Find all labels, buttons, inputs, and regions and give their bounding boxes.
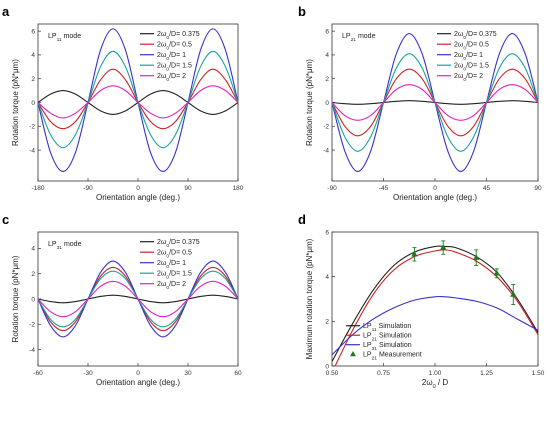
x-tick-label: 90 xyxy=(184,185,192,192)
y-tick-label: 6 xyxy=(325,229,329,236)
x-tick-label: 1.00 xyxy=(429,370,442,377)
series-line xyxy=(38,68,238,130)
x-tick-label: 30 xyxy=(184,370,192,377)
x-tick-label: 0 xyxy=(433,185,437,192)
measurement-point xyxy=(510,291,517,297)
legend-label: 2ω0/D= 2 xyxy=(157,281,186,291)
mode-label: LP21 mode xyxy=(342,33,376,43)
y-tick-label: 0 xyxy=(325,100,329,107)
series-line xyxy=(38,50,238,149)
y-axis-label: Rotation torque (pN*μm) xyxy=(11,59,20,146)
y-tick-label: 0 xyxy=(325,363,329,370)
panel-d: d 0.50 0.75 1.00 1.25 1.50 0 2 4 6 2ω0 / D Maximum … xyxy=(298,212,545,390)
x-tick-label: 1.50 xyxy=(532,370,545,377)
x-tick-label: 0 xyxy=(136,370,140,377)
x-axis-label: Orientation angle (deg.) xyxy=(96,193,180,202)
y-tick-label: 4 xyxy=(325,274,329,281)
x-axis-label: Orientation angle (deg.) xyxy=(96,378,180,387)
y-tick-label: 2 xyxy=(31,76,35,83)
legend-swatch xyxy=(350,351,356,357)
legend-label: 2ω0/D= 1.5 xyxy=(157,63,192,73)
series-line xyxy=(38,85,238,119)
x-tick-label: 1.25 xyxy=(480,370,493,377)
series-line xyxy=(38,28,238,173)
panel-letter: c xyxy=(2,212,9,227)
measurement-point xyxy=(473,254,480,260)
y-axis-label: Rotation torque (pN*μm) xyxy=(11,255,20,342)
y-axis-label: Rotation torque (pN*μm) xyxy=(305,59,314,146)
panel-letter: d xyxy=(298,212,306,227)
y-tick-label: 4 xyxy=(325,52,329,59)
x-tick-label: 0 xyxy=(136,185,140,192)
panel-letter: b xyxy=(298,4,306,19)
y-tick-label: 4 xyxy=(31,246,35,253)
y-tick-label: -4 xyxy=(29,147,35,154)
x-tick-label: 0.75 xyxy=(377,370,390,377)
series-line xyxy=(334,249,538,366)
x-tick-label: 45 xyxy=(483,185,491,192)
y-tick-label: -2 xyxy=(29,124,35,131)
legend-label: 2ω0/D= 0.375 xyxy=(454,31,497,41)
x-tick-label: -45 xyxy=(379,185,389,192)
legend-label: 2ω0/D= 0.5 xyxy=(157,250,192,260)
legend-label: 2ω0/D= 0.375 xyxy=(157,31,200,41)
series-group xyxy=(38,260,238,338)
series-line xyxy=(332,84,538,121)
panel-b: b -90 -45 0 45 90 -4 -2 0 2 4 6 Orientation angle (d… xyxy=(298,4,542,202)
series-line xyxy=(332,295,538,356)
mode-label: LP31 mode xyxy=(48,241,82,251)
y-tick-label: -2 xyxy=(29,322,35,329)
series-line xyxy=(38,280,238,318)
legend-label: 2ω0/D= 0.5 xyxy=(157,42,192,52)
y-tick-label: 2 xyxy=(31,271,35,278)
y-tick-label: 0 xyxy=(31,296,35,303)
y-tick-label: 6 xyxy=(325,28,329,35)
x-tick-label: -180 xyxy=(31,185,44,192)
legend-label: 2ω0/D= 0.5 xyxy=(454,42,489,52)
legend-label: LP31 Simulation xyxy=(363,342,412,352)
y-axis-label: Maximum rotation torque (pN*μm) xyxy=(305,238,314,359)
x-tick-label: 180 xyxy=(233,185,244,192)
y-tick-label: -2 xyxy=(323,124,329,131)
x-tick-label: -30 xyxy=(83,370,93,377)
panel-c: c -60 -30 0 30 60 -4 -2 0 2 4 Orientation angle (de… xyxy=(2,212,242,387)
legend-label: 2ω0/D= 1 xyxy=(157,52,186,62)
legend-label: 2ω0/D= 1.5 xyxy=(157,271,192,281)
measurement-point xyxy=(493,269,500,276)
legend-label: 2ω0/D= 2 xyxy=(157,73,186,83)
y-tick-label: 2 xyxy=(325,319,329,326)
panel-a: a -180 -90 0 90 180 -4 -2 0 2 4 6 Orientation angle … xyxy=(2,4,244,202)
x-tick-label: -90 xyxy=(83,185,93,192)
measurement-point xyxy=(440,244,447,250)
legend-label: 2ω0/D= 0.375 xyxy=(157,239,200,249)
y-tick-label: 0 xyxy=(31,100,35,107)
x-tick-label: 0.50 xyxy=(326,370,339,377)
x-tick-label: 60 xyxy=(234,370,242,377)
y-tick-label: 6 xyxy=(31,28,35,35)
series-group xyxy=(332,32,538,173)
x-axis-label: Orientation angle (deg.) xyxy=(393,193,477,202)
legend-label: 2ω0/D= 2 xyxy=(454,73,483,83)
legend-label: 2ω0/D= 1 xyxy=(157,260,186,270)
panel-letter: a xyxy=(2,4,10,19)
legend-label: LP21 Simulation xyxy=(363,333,412,343)
x-tick-label: 90 xyxy=(534,185,542,192)
mode-label: LP11 mode xyxy=(48,33,81,43)
measurement-point xyxy=(411,250,418,257)
y-tick-label: -4 xyxy=(323,147,329,154)
y-tick-label: 4 xyxy=(31,52,35,59)
series-group xyxy=(38,28,238,173)
legend-label: LP11 Simulation xyxy=(363,323,411,333)
x-tick-label: -60 xyxy=(33,370,43,377)
y-tick-label: -4 xyxy=(29,347,35,354)
y-tick-label: 2 xyxy=(325,76,329,83)
legend-label: 2ω0/D= 1 xyxy=(454,52,483,62)
legend-label: LP21 Measurement xyxy=(363,352,422,362)
legend-label: 2ω0/D= 1.5 xyxy=(454,63,489,73)
x-axis-label: 2ω0 / D xyxy=(422,378,448,390)
x-tick-label: -90 xyxy=(327,185,337,192)
